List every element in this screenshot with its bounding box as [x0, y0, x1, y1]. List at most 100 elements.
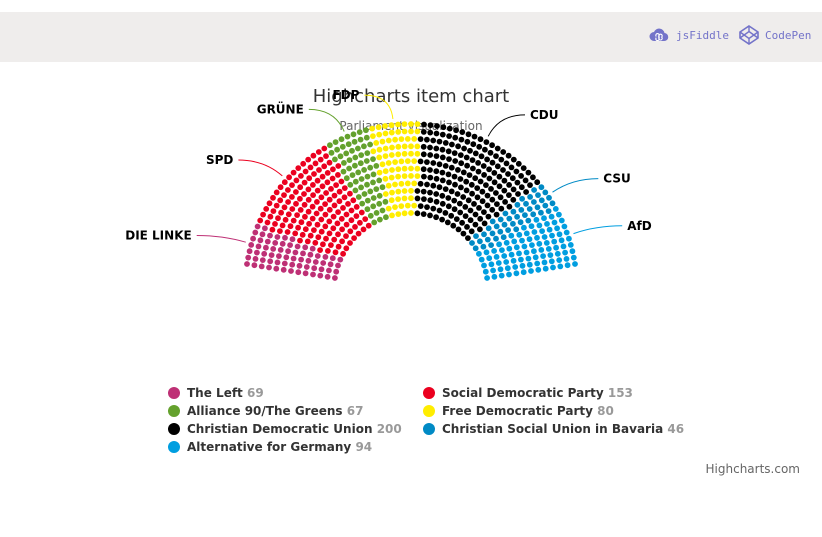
seat-point[interactable] [517, 219, 524, 226]
seat-point[interactable] [404, 180, 411, 187]
seat-point[interactable] [489, 218, 496, 225]
seat-point[interactable] [439, 154, 446, 161]
seat-point[interactable] [546, 226, 553, 233]
seat-point[interactable] [292, 249, 299, 256]
seat-point[interactable] [545, 246, 552, 252]
seat-point[interactable] [392, 159, 398, 165]
seat-point[interactable] [297, 184, 304, 191]
seat-point[interactable] [421, 196, 427, 203]
seat-point[interactable] [485, 213, 492, 220]
seat-point[interactable] [433, 130, 440, 137]
seat-point[interactable] [327, 142, 333, 149]
seat-point[interactable] [290, 169, 297, 176]
seat-point[interactable] [367, 212, 374, 219]
seat-point[interactable] [377, 216, 383, 223]
seat-point[interactable] [307, 232, 314, 239]
seat-point[interactable] [385, 160, 392, 166]
seat-point[interactable] [424, 159, 430, 165]
seat-point[interactable] [352, 154, 359, 161]
seat-point[interactable] [427, 144, 433, 151]
seat-point[interactable] [433, 198, 440, 205]
seat-point[interactable] [468, 181, 475, 188]
seat-point[interactable] [324, 179, 331, 186]
seat-point[interactable] [489, 230, 496, 237]
seat-point[interactable] [297, 195, 303, 202]
seat-point[interactable] [279, 240, 286, 247]
seat-point[interactable] [430, 205, 437, 212]
seat-point[interactable] [385, 182, 392, 189]
seat-point[interactable] [520, 165, 527, 171]
seat-point[interactable] [255, 243, 262, 250]
seat-point[interactable] [250, 235, 256, 242]
seat-point[interactable] [467, 147, 473, 154]
seat-point[interactable] [451, 197, 458, 204]
seat-point[interactable] [442, 163, 449, 169]
seat-point[interactable] [513, 168, 520, 175]
seat-point[interactable] [282, 234, 288, 241]
seat-point[interactable] [326, 267, 332, 274]
seat-point[interactable] [363, 134, 370, 141]
seat-point[interactable] [547, 252, 554, 258]
seat-point[interactable] [501, 187, 508, 194]
seat-point[interactable] [488, 261, 495, 268]
seat-point[interactable] [401, 128, 408, 135]
seat-point[interactable] [424, 204, 430, 211]
seat-point[interactable] [331, 202, 338, 209]
seat-point[interactable] [324, 273, 331, 280]
seat-point[interactable] [479, 188, 486, 195]
seat-point[interactable] [554, 225, 560, 232]
seat-point[interactable] [254, 223, 261, 230]
seat-point[interactable] [330, 166, 336, 173]
seat-point[interactable] [395, 129, 402, 135]
seat-point[interactable] [304, 238, 311, 245]
seat-point[interactable] [376, 177, 383, 184]
seat-point[interactable] [477, 238, 483, 245]
seat-point[interactable] [453, 127, 459, 134]
seat-point[interactable] [445, 148, 452, 155]
legend-item[interactable]: Christian Social Union in Bavaria 46 [423, 422, 684, 436]
seat-point[interactable] [376, 154, 383, 161]
legend-item[interactable]: The Left 69 [168, 386, 264, 400]
seat-point[interactable] [388, 197, 395, 204]
seat-point[interactable] [442, 210, 449, 216]
seat-point[interactable] [411, 202, 418, 209]
seat-point[interactable] [284, 229, 291, 235]
seat-point[interactable] [536, 222, 543, 229]
seat-point[interactable] [338, 178, 345, 185]
seat-point[interactable] [475, 168, 482, 175]
seat-point[interactable] [274, 259, 281, 266]
seat-point[interactable] [361, 167, 367, 173]
seat-point[interactable] [347, 240, 353, 246]
seat-point[interactable] [552, 206, 559, 212]
seat-point[interactable] [491, 273, 498, 280]
seat-point[interactable] [452, 134, 459, 141]
seat-point[interactable] [267, 258, 274, 265]
seat-point[interactable] [452, 181, 458, 188]
seat-point[interactable] [408, 165, 414, 172]
seat-point[interactable] [427, 122, 434, 129]
seat-point[interactable] [534, 234, 540, 241]
seat-point[interactable] [272, 240, 279, 246]
seat-point[interactable] [382, 130, 389, 137]
seat-point[interactable] [301, 201, 308, 208]
seat-point[interactable] [442, 140, 449, 146]
seat-point[interactable] [392, 204, 398, 211]
seat-point[interactable] [245, 254, 252, 261]
seat-point[interactable] [334, 220, 341, 227]
seat-point[interactable] [550, 264, 556, 271]
seat-point[interactable] [278, 209, 284, 216]
seat-point[interactable] [451, 150, 458, 156]
seat-point[interactable] [518, 184, 525, 191]
seat-point[interactable] [379, 161, 386, 168]
seat-point[interactable] [339, 226, 345, 233]
seat-point[interactable] [370, 156, 376, 162]
seat-point[interactable] [312, 259, 319, 265]
seat-point[interactable] [486, 166, 492, 173]
seat-point[interactable] [314, 187, 321, 194]
seat-point[interactable] [339, 143, 346, 150]
seat-point[interactable] [301, 191, 307, 197]
seat-point[interactable] [514, 179, 521, 186]
seat-point[interactable] [469, 190, 475, 197]
seat-point[interactable] [336, 188, 343, 195]
seat-point[interactable] [382, 123, 388, 129]
